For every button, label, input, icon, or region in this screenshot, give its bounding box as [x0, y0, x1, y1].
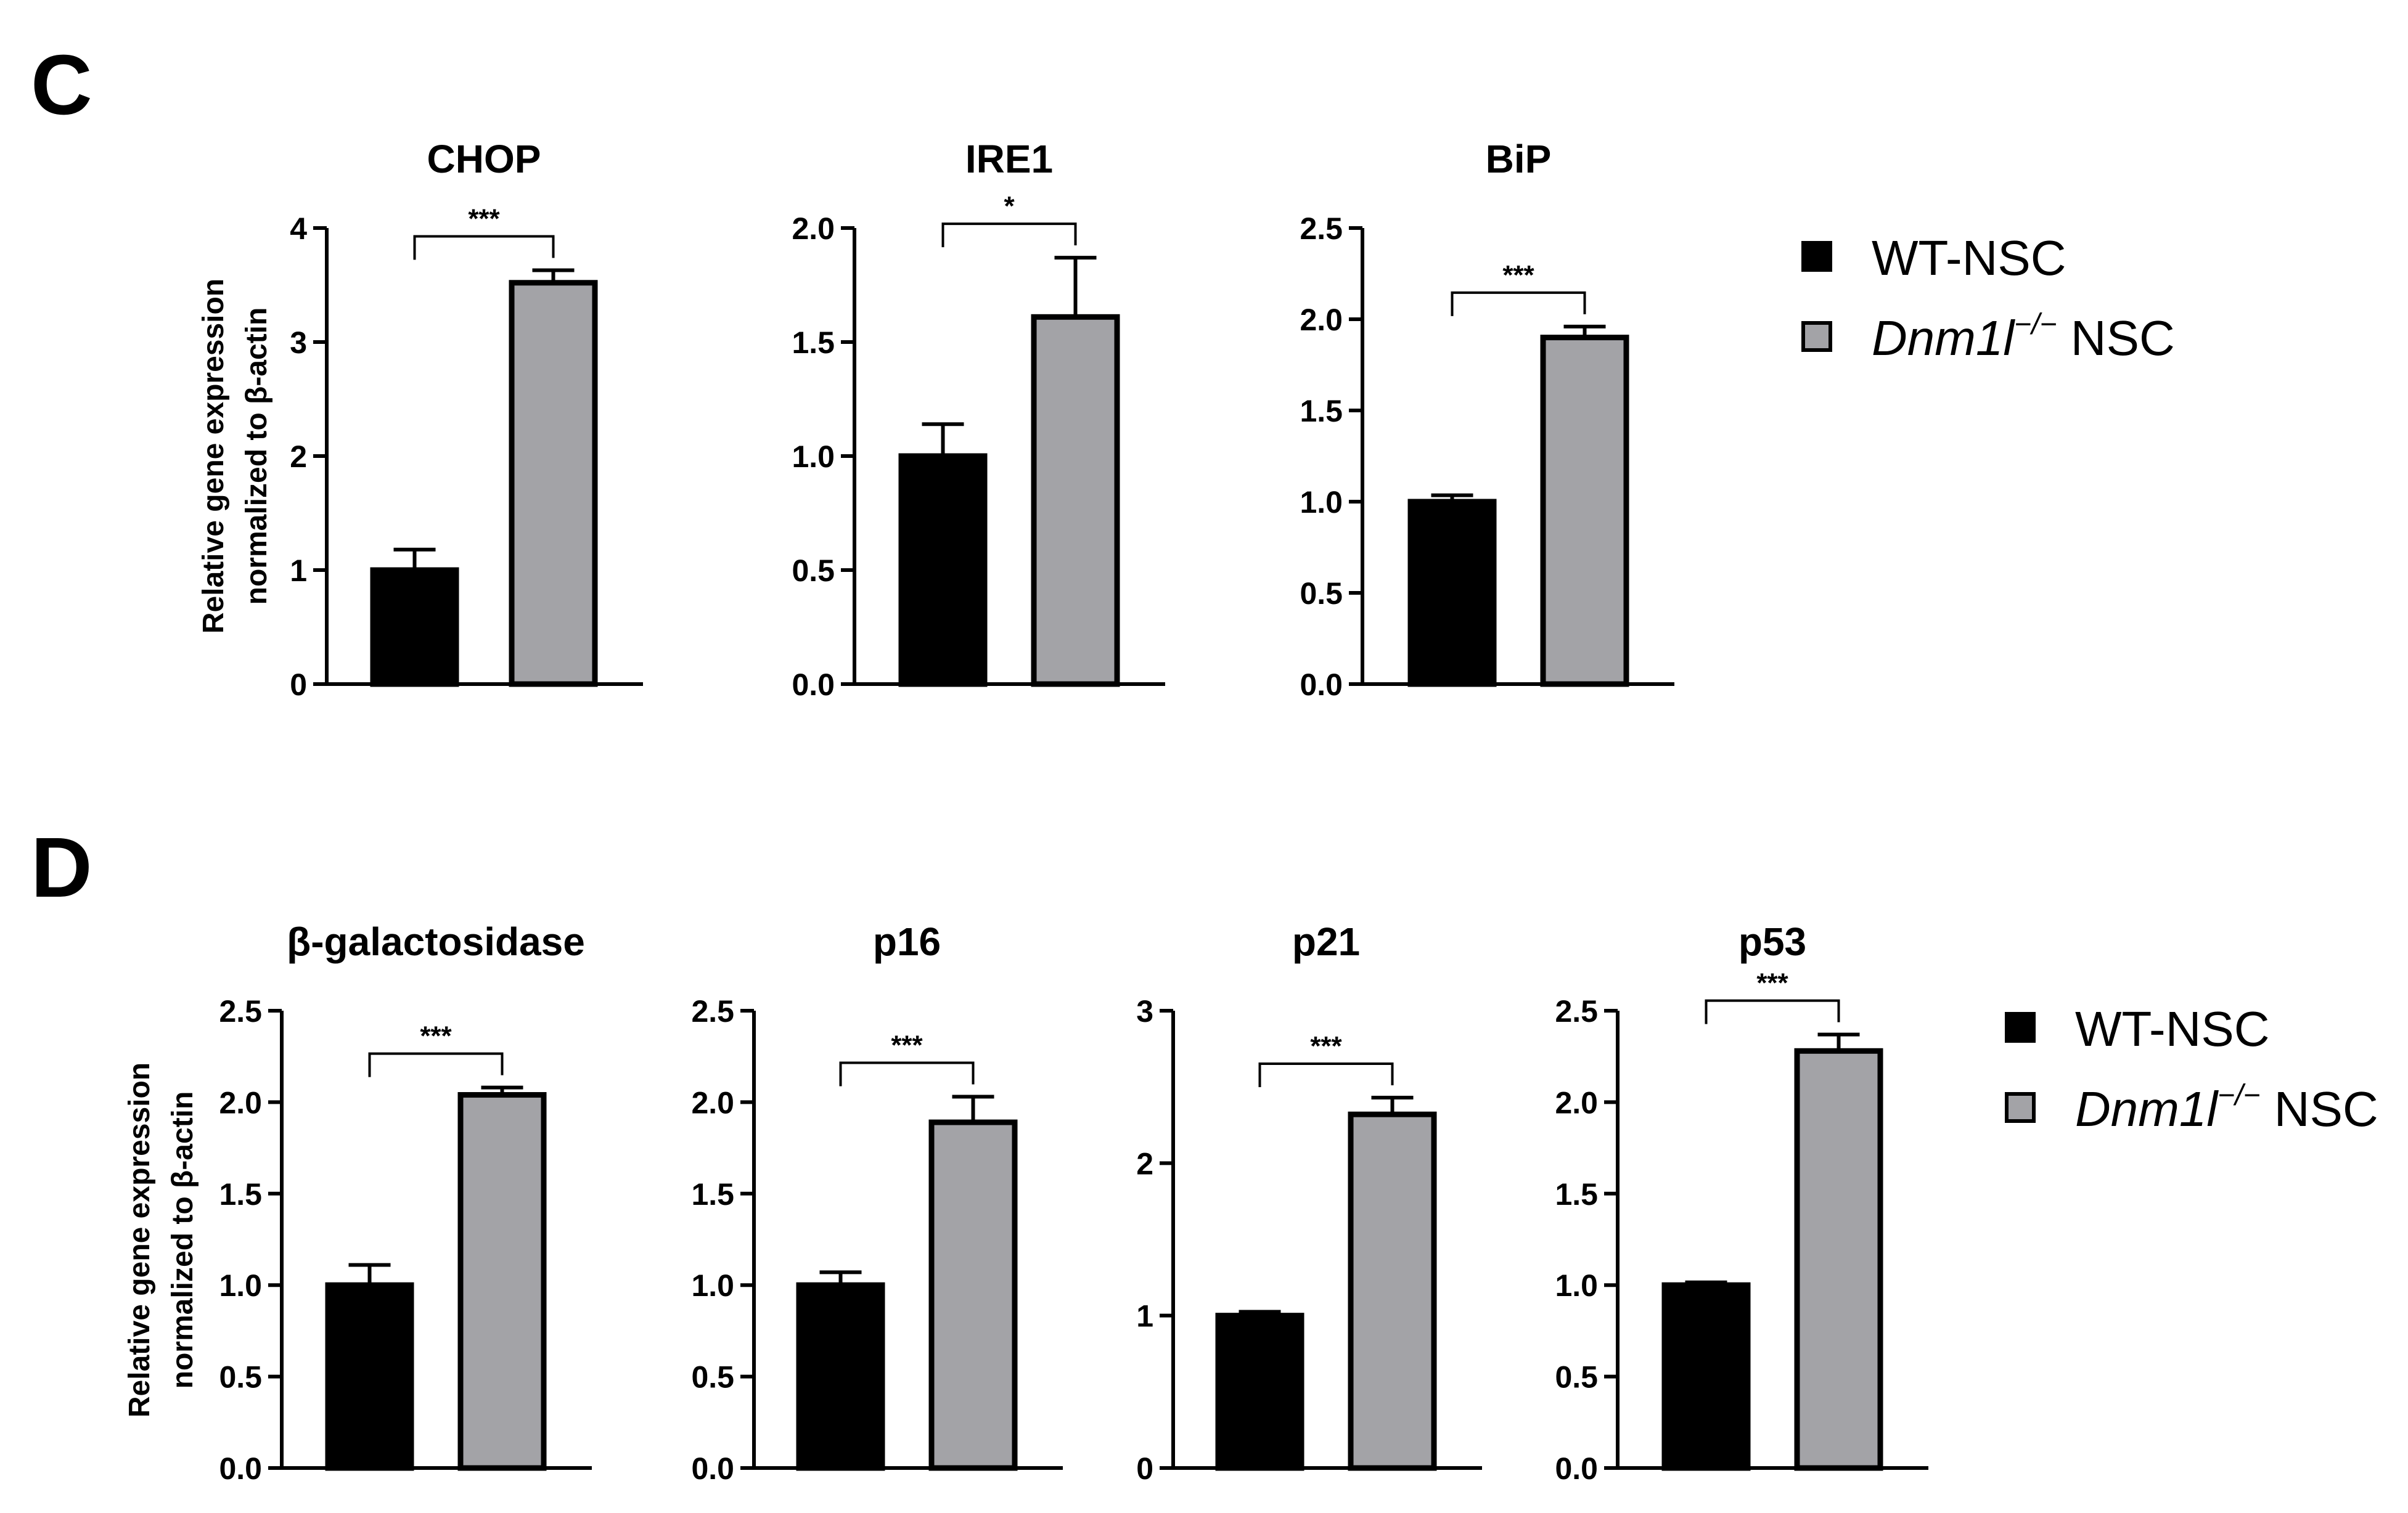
- significance-bracket: [413, 235, 555, 260]
- y-axis-label-d-line1: Relative gene expression: [123, 1062, 156, 1417]
- y-tick-label: 0.5: [1555, 1360, 1598, 1395]
- y-tick-label: 0: [290, 667, 307, 702]
- y-tick-label: 2.5: [691, 994, 734, 1029]
- chart-4: p16 0.0 0.5 1.0 1.5 2.0 2.5 ***: [691, 920, 1063, 1486]
- y-tick-label: 1.0: [1555, 1268, 1598, 1303]
- legend-d: WT-NSC Dnm1l−/− NSC: [2005, 1001, 2378, 1136]
- bar: [509, 280, 598, 687]
- panel-letter-c: C: [31, 38, 92, 133]
- chart-title: IRE1: [965, 137, 1053, 181]
- y-tick-label: 1.5: [792, 325, 835, 360]
- y-tick-label: 1.5: [691, 1177, 734, 1212]
- chart-title: CHOP: [427, 137, 541, 181]
- y-tick-label: 0.5: [219, 1360, 262, 1395]
- legend-c-swatch-ko: [1801, 321, 1832, 352]
- significance-bracket: [941, 222, 1077, 248]
- y-tick-label: 2.0: [219, 1085, 262, 1120]
- significance-bracket: [839, 1061, 975, 1087]
- y-tick-label: 0.0: [219, 1451, 262, 1486]
- y-axis-label-d-line2: normalized to β-actin: [166, 1091, 199, 1389]
- bar: [898, 453, 988, 687]
- bar: [1348, 1111, 1437, 1471]
- y-tick-label: 4: [290, 211, 307, 246]
- legend-d-label-wt: WT-NSC: [2075, 1001, 2270, 1056]
- y-tick-label: 2.0: [1555, 1085, 1598, 1120]
- chart-6: p53 0.0 0.5 1.0 1.5 2.0 2.5 ***: [1555, 920, 1928, 1486]
- chart-3: β-galactosidase 0.0 0.5 1.0 1.5 2.0 2.5 ***: [219, 920, 592, 1486]
- legend-c-label-ko: Dnm1l−/− NSC: [1872, 308, 2175, 365]
- y-tick-label: 1.5: [1300, 394, 1343, 428]
- chart-title: β-galactosidase: [287, 920, 585, 964]
- legend-d-swatch-wt: [2005, 1012, 2036, 1043]
- chart-2: BiP 0.0 0.5 1.0 1.5 2.0 2.5 ***: [1300, 137, 1674, 702]
- significance-label: ***: [1310, 1031, 1342, 1061]
- legend-c: WT-NSC Dnm1l−/− NSC: [1801, 230, 2175, 365]
- significance-bracket: [1705, 999, 1840, 1024]
- y-tick-label: 2.0: [691, 1085, 734, 1120]
- y-tick-label: 2: [290, 439, 307, 474]
- y-tick-label: 0.0: [792, 667, 835, 702]
- chart-title: BiP: [1486, 137, 1552, 181]
- charts-container: CHOP 0 1 2 3 4 *** IRE1 0.0 0.5 1.0 1.5 2.0 * BiP 0.0 0.…: [219, 137, 1928, 1486]
- legend-d-swatch-ko: [2005, 1092, 2036, 1123]
- significance-label: *: [1004, 191, 1015, 221]
- chart-0: CHOP 0 1 2 3 4 ***: [290, 137, 643, 702]
- significance-bracket: [1451, 291, 1586, 316]
- significance-label: ***: [891, 1030, 923, 1060]
- y-tick-label: 1.5: [1555, 1177, 1598, 1212]
- y-tick-label: 0.0: [1555, 1451, 1598, 1486]
- significance-label: ***: [468, 203, 500, 234]
- chart-title: p16: [873, 920, 941, 964]
- y-tick-label: 0: [1136, 1451, 1153, 1486]
- y-tick-label: 2.0: [1300, 303, 1343, 337]
- y-tick-label: 2: [1136, 1146, 1153, 1181]
- panel-letter-d: D: [31, 820, 92, 915]
- y-tick-label: 0.0: [691, 1451, 734, 1486]
- bar: [1031, 314, 1120, 687]
- y-tick-label: 0.0: [1300, 667, 1343, 702]
- bar: [1215, 1313, 1304, 1471]
- legend-c-label-wt: WT-NSC: [1872, 230, 2066, 285]
- y-tick-label: 1.5: [219, 1177, 262, 1212]
- y-tick-label: 1.0: [691, 1268, 734, 1303]
- bar: [1794, 1048, 1883, 1471]
- chart-5: p21 0 1 2 3 ***: [1136, 920, 1482, 1486]
- y-axis-label-c-line1: Relative gene expression: [197, 279, 230, 634]
- y-tick-label: 2.5: [219, 994, 262, 1029]
- y-tick-label: 0.5: [1300, 576, 1343, 611]
- significance-label: ***: [420, 1021, 452, 1051]
- significance-bracket: [1258, 1062, 1394, 1087]
- bar: [325, 1282, 414, 1471]
- chart-1: IRE1 0.0 0.5 1.0 1.5 2.0 *: [792, 137, 1165, 702]
- y-tick-label: 1.0: [792, 439, 835, 474]
- y-tick-label: 1: [290, 553, 307, 588]
- bar: [1407, 499, 1497, 687]
- bar: [1540, 335, 1629, 687]
- bar: [1661, 1282, 1751, 1471]
- chart-title: p53: [1738, 920, 1806, 964]
- y-tick-label: 1: [1136, 1299, 1153, 1334]
- legend-d-label-ko: Dnm1l−/− NSC: [2075, 1079, 2378, 1136]
- bar: [457, 1092, 547, 1471]
- significance-bracket: [368, 1052, 504, 1077]
- significance-label: ***: [1756, 968, 1788, 998]
- y-axis-label-c-line2: normalized to β-actin: [240, 308, 273, 605]
- legend-c-swatch-wt: [1801, 241, 1832, 272]
- bar: [928, 1119, 1018, 1471]
- y-tick-label: 0.5: [792, 553, 835, 588]
- y-tick-label: 2.0: [792, 211, 835, 246]
- bar: [796, 1282, 885, 1471]
- y-tick-label: 3: [1136, 994, 1153, 1029]
- y-tick-label: 2.5: [1555, 994, 1598, 1029]
- chart-title: p21: [1292, 920, 1360, 964]
- y-tick-label: 0.5: [691, 1360, 734, 1395]
- y-tick-label: 1.0: [1300, 485, 1343, 520]
- bar: [370, 567, 459, 687]
- y-tick-label: 2.5: [1300, 211, 1343, 246]
- y-tick-label: 1.0: [219, 1268, 262, 1303]
- significance-label: ***: [1502, 260, 1534, 290]
- y-tick-label: 3: [290, 325, 307, 360]
